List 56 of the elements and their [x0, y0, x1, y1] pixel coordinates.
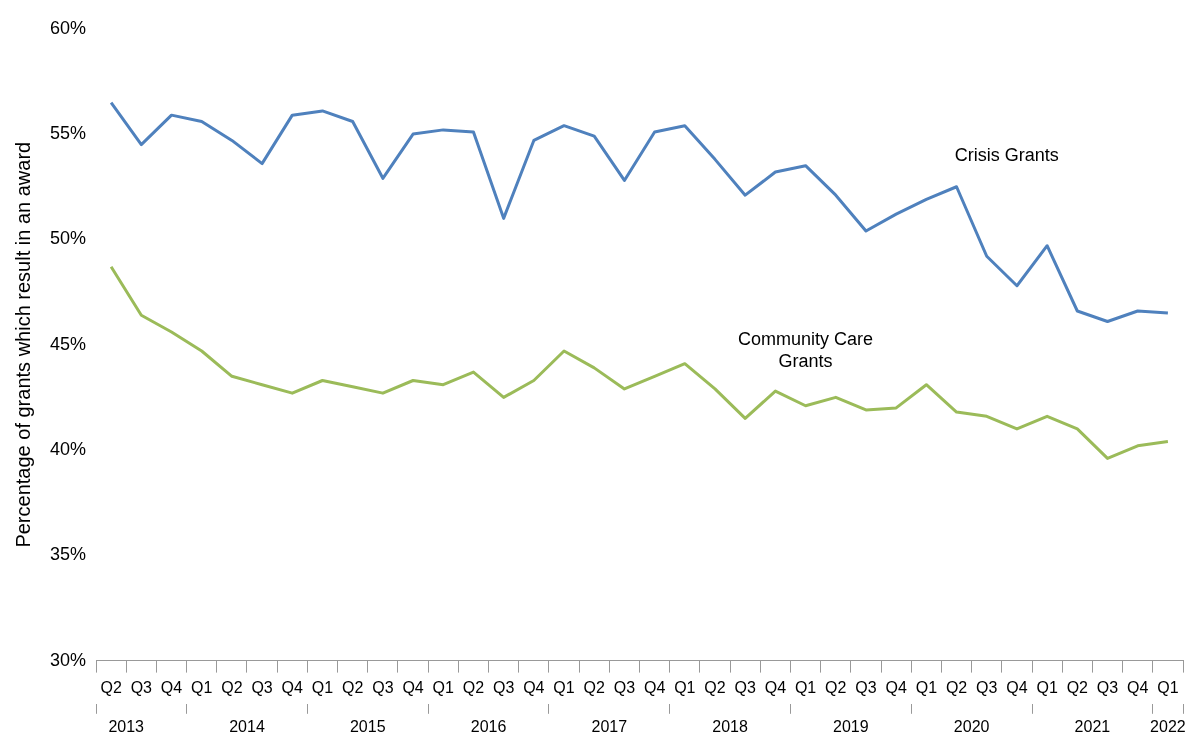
x-tick-label: Q4 [281, 678, 304, 696]
y-tick-label: 50% [50, 228, 87, 249]
x2-tick-label: 2018 [712, 717, 748, 735]
x-tick-label: Q1 [432, 678, 455, 696]
x-tick-label: Q1 [311, 678, 334, 696]
x-tick-label: Q1 [1157, 678, 1179, 696]
x-tick-label: Q2 [704, 678, 726, 696]
x-tick-label: Q4 [764, 678, 787, 696]
x-tick-label: Q2 [342, 678, 364, 696]
x2-tick-label: 2020 [953, 717, 990, 735]
x2-tick-label: 2013 [108, 717, 145, 735]
x-tick-label: Q4 [885, 678, 907, 696]
x2-tick-label: 2022 [1150, 717, 1186, 735]
x-tick-label: Q3 [492, 678, 515, 696]
x-tick-label: Q3 [734, 678, 756, 696]
x-tick-label: Q3 [251, 678, 273, 696]
x-tick-label: Q2 [221, 678, 243, 696]
x-tick-label: Q1 [915, 678, 938, 696]
y-axis-title: Percentage of grants which result in an award [11, 141, 34, 548]
y-tick-label: 60% [50, 17, 87, 38]
x-tick-label: Q3 [372, 678, 394, 696]
x2-tick-label: 2019 [833, 717, 869, 735]
x-tick-label: Q4 [1006, 678, 1028, 696]
x2-tick-label: 2017 [591, 717, 628, 735]
x-tick-label: Q1 [191, 678, 213, 696]
x-tick-label: Q1 [674, 678, 696, 696]
x-tick-label: Q2 [462, 678, 485, 696]
x-tick-label: Q3 [1096, 678, 1119, 696]
x2-tick-label: 2014 [229, 717, 265, 735]
x-tick-label: Q2 [1066, 678, 1089, 696]
x-tick-label: Q1 [1036, 678, 1058, 696]
x2-tick-label: 2015 [349, 717, 386, 735]
x2-tick-label: 2016 [470, 717, 507, 735]
y-tick-label: 40% [50, 438, 87, 459]
x-tick-label: Q2 [583, 678, 605, 696]
x-tick-label: Q4 [643, 678, 666, 696]
x2-tick-label: 2021 [1074, 717, 1111, 735]
x-tick-label: Q2 [945, 678, 968, 696]
series-label: Crisis Grants [954, 144, 1059, 165]
x-tick-label: Q3 [855, 678, 877, 696]
y-tick-label: 55% [50, 123, 87, 144]
y-tick-label: 30% [50, 649, 87, 670]
x-tick-label: Q4 [1127, 678, 1149, 696]
y-tick-label: 45% [50, 333, 87, 354]
x-tick-label: Q4 [523, 678, 545, 696]
y-tick-label: 35% [50, 544, 87, 565]
series-label: Community Care Grants [738, 329, 874, 371]
x-tick-label: Q2 [100, 678, 122, 696]
x-tick-label: Q2 [825, 678, 847, 696]
x-tick-label: Q4 [160, 678, 183, 696]
x-tick-label: Q1 [794, 678, 817, 696]
x-tick-label: Q4 [402, 678, 424, 696]
x-tick-label: Q1 [553, 678, 575, 696]
x-tick-label: Q3 [976, 678, 998, 696]
x-tick-label: Q3 [613, 678, 636, 696]
x-tick-label: Q3 [130, 678, 153, 696]
